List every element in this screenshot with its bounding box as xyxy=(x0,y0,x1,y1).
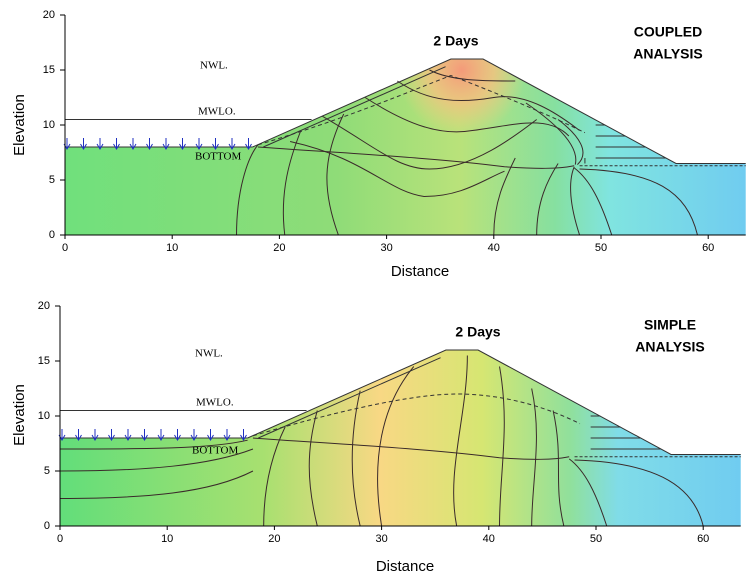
x-tick-label: 30 xyxy=(375,533,387,545)
y-tick-label: 20 xyxy=(38,300,50,312)
method-label: COUPLED xyxy=(634,24,702,40)
method-label: ANALYSIS xyxy=(633,46,703,62)
x-tick-label: 10 xyxy=(161,533,173,545)
level-label: NWL. xyxy=(200,60,228,72)
x-axis-title: Distance xyxy=(391,263,449,280)
x-tick-label: 50 xyxy=(590,533,602,545)
x-tick-label: 10 xyxy=(166,242,178,254)
x-tick-label: 20 xyxy=(273,242,285,254)
y-tick-label: 5 xyxy=(49,174,55,186)
level-label: MWLO. xyxy=(198,106,236,118)
x-tick-label: 30 xyxy=(380,242,392,254)
method-label: ANALYSIS xyxy=(635,339,705,355)
x-tick-label: 0 xyxy=(57,533,63,545)
y-tick-label: 10 xyxy=(38,410,50,422)
x-tick-label: 60 xyxy=(702,242,714,254)
y-axis-title: Elevation xyxy=(11,94,28,156)
level-label: BOTTOM xyxy=(192,445,238,457)
level-label: NWL. xyxy=(195,348,223,360)
y-tick-label: 0 xyxy=(44,520,50,532)
x-tick-label: 0 xyxy=(62,242,68,254)
level-label: MWLO. xyxy=(196,397,234,409)
y-tick-label: 15 xyxy=(43,64,55,76)
method-label: SIMPLE xyxy=(644,317,696,333)
y-axis-title: Elevation xyxy=(11,384,28,446)
x-tick-label: 20 xyxy=(268,533,280,545)
time-label: 2 Days xyxy=(455,324,500,340)
y-tick-label: 20 xyxy=(43,9,55,21)
x-tick-label: 50 xyxy=(595,242,607,254)
time-label: 2 Days xyxy=(433,33,478,49)
y-tick-label: 0 xyxy=(49,229,55,241)
level-label: BOTTOM xyxy=(195,151,241,163)
x-tick-label: 40 xyxy=(488,242,500,254)
x-tick-label: 60 xyxy=(697,533,709,545)
x-axis-title: Distance xyxy=(376,558,434,575)
y-tick-label: 5 xyxy=(44,465,50,477)
x-tick-label: 40 xyxy=(483,533,495,545)
figure: 051015200102030405060DistanceElevation2 … xyxy=(0,0,747,579)
y-tick-label: 15 xyxy=(38,355,50,367)
y-tick-label: 10 xyxy=(43,119,55,131)
